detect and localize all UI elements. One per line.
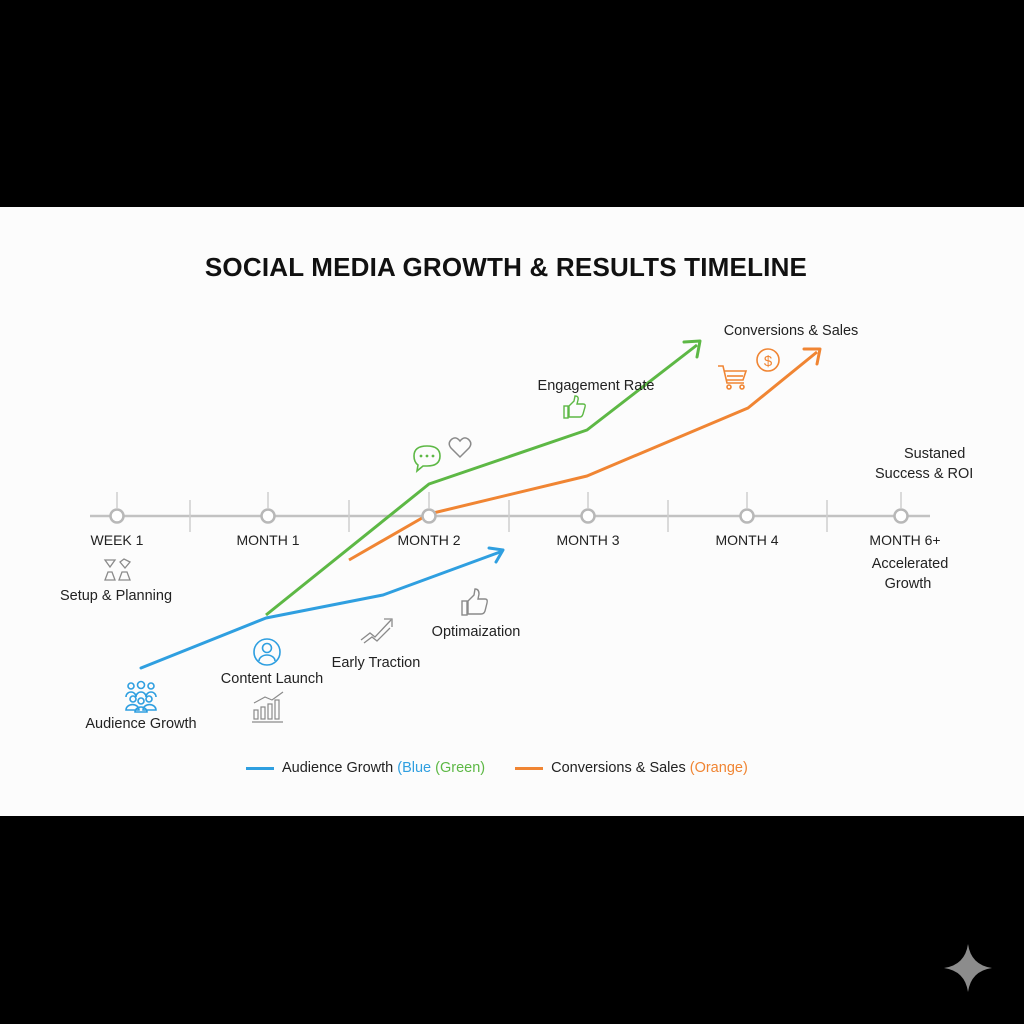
people-group-icon: [125, 680, 157, 713]
bar-chart-icon: [252, 691, 284, 723]
tick-month-6-plus: MONTH 6+: [869, 532, 941, 548]
shopping-cart-icon: [718, 365, 748, 390]
engagement-thumbs-up-icon: [563, 395, 586, 419]
legend-swatch-blue: [246, 766, 274, 770]
label-setup-planning: Setup & Planning: [59, 588, 173, 604]
chart-legend: Audience Growth (Blue (Green) Conversion…: [246, 760, 778, 776]
chart-title: SOCIAL MEDIA GROWTH & RESULTS TIMELINE: [204, 252, 808, 282]
axis-separators: [189, 500, 828, 532]
sparkle-icon: [944, 944, 992, 992]
tick-week-1: WEEK 1: [90, 532, 144, 548]
tick-month-2: MONTH 2: [397, 532, 461, 548]
legend-item-conversions: Conversions & Sales (Orange): [515, 760, 748, 776]
svg-text:$: $: [764, 353, 773, 370]
legend-paren-blue: (Blue: [397, 760, 432, 776]
legend-paren-orange: (Orange): [689, 760, 748, 776]
heart-icon: [448, 437, 472, 459]
series-conversions-line: [348, 350, 818, 562]
legend-label-conversions: Conversions & Sales: [551, 760, 690, 776]
tick-month-1: MONTH 1: [236, 532, 300, 548]
chat-bubble-icon: [413, 445, 441, 473]
legend-swatch-orange: [515, 766, 544, 770]
label-accelerated-line1: Accelerated: [871, 556, 949, 572]
label-optimization: Optimaization: [431, 624, 521, 640]
label-audience-growth: Audience Growth: [85, 716, 197, 732]
legend-paren-green: (Green): [431, 760, 486, 776]
chart-panel: [0, 207, 1024, 816]
audience-arrowhead: [487, 546, 505, 564]
hourglass-icon: [103, 558, 132, 581]
trend-up-icon: [360, 618, 393, 644]
timeline-nodes: [109, 508, 909, 524]
label-sustained-line1: Sustaned: [904, 446, 966, 462]
node-stubs: [116, 492, 902, 508]
label-content-launch: Content Launch: [220, 671, 324, 687]
tick-month-4: MONTH 4: [715, 532, 779, 548]
conversions-arrowhead: [802, 347, 822, 366]
thumbs-up-icon: [461, 588, 488, 616]
label-sustained-line2: Success & ROI: [875, 466, 974, 482]
series-audience-line: [139, 550, 502, 670]
dollar-coin-icon: $: [756, 348, 780, 372]
label-engagement-rate: Engagement Rate: [537, 378, 655, 394]
tick-month-3: MONTH 3: [556, 532, 620, 548]
label-conversions-sales: Conversions & Sales: [723, 323, 859, 339]
engagement-arrowhead: [682, 339, 702, 359]
legend-item-audience: Audience Growth (Blue (Green): [246, 760, 485, 776]
label-early-traction: Early Traction: [331, 655, 421, 671]
legend-label-audience: Audience Growth: [282, 760, 398, 776]
series-engagement-line: [265, 343, 698, 617]
label-accelerated-line2: Growth: [884, 576, 932, 592]
user-circle-icon: [253, 638, 281, 666]
